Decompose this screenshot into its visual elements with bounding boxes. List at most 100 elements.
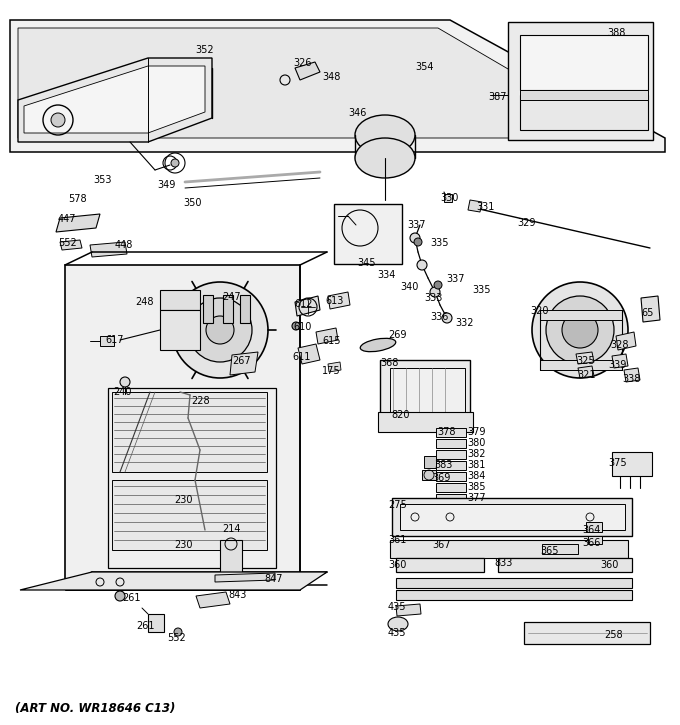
Text: 352: 352 — [195, 45, 214, 55]
Polygon shape — [328, 292, 350, 309]
Bar — [100, 336, 114, 346]
Polygon shape — [576, 352, 594, 364]
Bar — [396, 578, 632, 588]
Text: 65: 65 — [641, 308, 653, 318]
Bar — [380, 360, 470, 420]
Bar — [436, 428, 466, 437]
Polygon shape — [316, 328, 338, 344]
Text: 353: 353 — [93, 175, 112, 185]
Polygon shape — [295, 62, 320, 80]
Text: 247: 247 — [222, 292, 241, 302]
Bar — [436, 439, 466, 448]
Circle shape — [292, 322, 300, 330]
Polygon shape — [328, 362, 341, 372]
Text: 820: 820 — [391, 410, 409, 420]
Bar — [203, 295, 213, 323]
Ellipse shape — [360, 339, 396, 352]
Circle shape — [206, 316, 234, 344]
Ellipse shape — [388, 617, 408, 631]
Ellipse shape — [355, 115, 415, 155]
Polygon shape — [90, 242, 127, 257]
Bar — [542, 544, 578, 554]
Circle shape — [562, 312, 598, 348]
Text: 258: 258 — [604, 630, 623, 640]
Polygon shape — [616, 332, 636, 350]
Text: 552: 552 — [167, 633, 186, 643]
Bar — [108, 388, 276, 568]
Text: 328: 328 — [610, 340, 628, 350]
Text: 448: 448 — [115, 240, 133, 250]
Circle shape — [532, 282, 628, 378]
Polygon shape — [520, 90, 648, 100]
Circle shape — [120, 377, 130, 387]
Circle shape — [546, 296, 614, 364]
Bar — [160, 290, 200, 310]
Text: 387: 387 — [488, 92, 507, 102]
Text: 349: 349 — [157, 180, 175, 190]
Polygon shape — [230, 352, 258, 375]
Bar — [390, 540, 628, 558]
Text: 339: 339 — [608, 360, 626, 370]
Text: 375: 375 — [608, 458, 627, 468]
Text: 350: 350 — [183, 198, 201, 208]
Polygon shape — [396, 604, 421, 616]
Text: 364: 364 — [582, 525, 600, 535]
Ellipse shape — [355, 138, 415, 178]
Text: 367: 367 — [432, 540, 450, 550]
Text: 833: 833 — [494, 558, 512, 568]
Text: 847: 847 — [264, 574, 282, 584]
Text: 615: 615 — [322, 336, 341, 346]
Bar — [220, 540, 242, 572]
Circle shape — [414, 238, 422, 246]
Text: 385: 385 — [467, 482, 486, 492]
Text: 612: 612 — [294, 299, 313, 309]
Polygon shape — [298, 344, 320, 364]
Text: 383: 383 — [434, 460, 452, 470]
Polygon shape — [295, 296, 320, 316]
Polygon shape — [20, 572, 327, 590]
Text: 337: 337 — [407, 220, 426, 230]
Text: 348: 348 — [322, 72, 341, 82]
Text: 365: 365 — [540, 546, 558, 556]
Text: 267: 267 — [232, 356, 251, 366]
Text: 382: 382 — [467, 449, 486, 459]
Polygon shape — [18, 28, 626, 138]
Text: 368: 368 — [380, 358, 398, 368]
Polygon shape — [624, 368, 640, 382]
Polygon shape — [60, 240, 82, 250]
Text: 345: 345 — [357, 258, 375, 268]
Text: 330: 330 — [440, 193, 458, 203]
Polygon shape — [10, 20, 665, 152]
Text: 336: 336 — [430, 312, 448, 322]
Bar — [112, 392, 267, 472]
Text: 340: 340 — [400, 282, 418, 292]
Bar — [612, 452, 652, 476]
Circle shape — [417, 260, 427, 270]
Text: 230: 230 — [174, 540, 192, 550]
Text: 361: 361 — [388, 535, 407, 545]
Bar — [378, 412, 473, 432]
Text: 435: 435 — [388, 628, 407, 638]
Text: 380: 380 — [467, 438, 486, 448]
Bar — [520, 35, 648, 90]
Polygon shape — [215, 573, 275, 582]
Text: 269: 269 — [388, 330, 407, 340]
Bar — [334, 204, 402, 264]
Text: 214: 214 — [222, 524, 241, 534]
Text: (ART NO. WR18646 C13): (ART NO. WR18646 C13) — [15, 702, 175, 715]
Bar — [444, 194, 452, 202]
Polygon shape — [468, 200, 482, 212]
Bar — [498, 558, 632, 572]
Bar — [223, 295, 233, 323]
Text: 338: 338 — [622, 374, 641, 384]
Bar — [392, 498, 632, 536]
Bar — [400, 504, 625, 530]
Polygon shape — [24, 66, 205, 133]
Bar — [396, 558, 484, 572]
Circle shape — [174, 628, 182, 636]
Bar — [422, 470, 436, 480]
Text: 578: 578 — [68, 194, 86, 204]
Bar — [588, 536, 602, 544]
Bar — [390, 368, 465, 413]
Text: 326: 326 — [293, 58, 311, 68]
